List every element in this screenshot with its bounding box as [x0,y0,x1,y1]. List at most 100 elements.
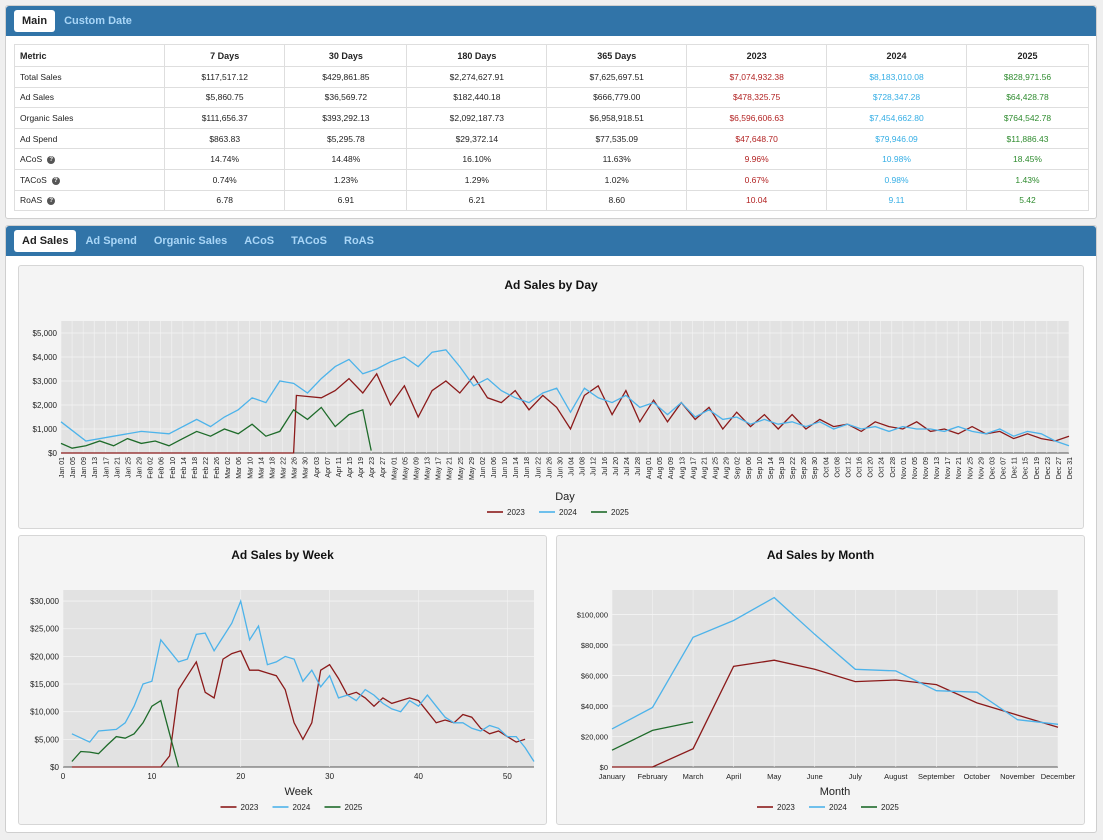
x-tick-label: Jul 12 [591,457,598,476]
tab-tacos[interactable]: TACoS [291,235,327,247]
metric-value-cell: $6,596,606.63 [686,107,828,129]
legend-label: 2025 [611,508,629,517]
tab-roas[interactable]: RoAS [344,235,374,247]
metric-value-cell: $36,569.72 [284,86,408,109]
metric-label: Organic Sales [20,112,74,123]
series-line-2024 [60,349,1070,447]
x-tick-label: Oct 04 [823,457,830,478]
metric-value-cell: $393,292.13 [284,107,408,129]
metric-value-cell: 1.02% [546,168,688,191]
x-tick-label: Sep 18 [779,457,786,479]
table-header-row: Metric 7 Days 30 Days 180 Days 365 Days 2023 2… [14,44,1090,67]
metric-label-cell: Total Sales [14,66,165,88]
x-tick-label: Nov 17 [945,457,952,479]
column-header: 180 Days [406,44,548,67]
metric-value-cell: $8,183,010.08 [826,66,967,88]
table-row: ACoS? 14.74% 14.48% 16.10% 11.63% 9.96% 10.98%… [14,148,1090,170]
column-header: 30 Days [284,44,408,67]
metric-value-cell: $117,517.12 [163,66,286,88]
y-tick-label: $15,000 [30,680,59,689]
weekly-chart: $0 $5,000 $10,000 $15,000 $20,000 $25,000 $30,… [30,590,535,812]
legend-label: 2025 [881,803,899,812]
tab-organic-sales[interactable]: Organic Sales [153,235,228,247]
x-tick-label: Nov 09 [923,457,930,479]
x-tick-label: Sep 02 [735,457,742,479]
x-tick-label: 50 [503,772,512,781]
x-tick-label: May 25 [458,457,465,480]
metric-value-cell: 5.42 [965,189,1090,212]
x-tick-label: Dec 23 [1045,457,1052,479]
tab-acos[interactable]: ACoS [244,235,275,247]
x-tick-label: Apr 03 [314,457,321,478]
x-tick-label: September [918,772,955,781]
metric-value-cell: $764,542.78 [965,107,1090,129]
y-tick-label: $20,000 [30,652,59,661]
x-tick-label: Sep 10 [757,457,764,479]
y-tick-label: $1,000 [33,425,58,434]
x-tick-label: Mar 02 [225,457,232,479]
x-tick-label: May 09 [413,457,420,480]
metric-value-cell: $5,295.78 [284,127,408,150]
x-tick-label: Jun 06 [491,457,498,478]
metric-value-cell: $47,648.70 [686,127,828,150]
x-tick-label: May [767,772,781,781]
plot-area [61,321,1069,453]
x-tick-label: Aug 05 [657,457,664,479]
tab-ad-sales[interactable]: Ad Sales [14,230,77,252]
help-icon[interactable]: ? [47,197,56,206]
x-tick-label: Jun 22 [535,457,542,478]
x-tick-label: Nov 01 [901,457,908,479]
metric-label: ACoS [20,154,43,165]
x-tick-label: May 29 [469,457,476,480]
table-row: Ad Spend $863.83 $5,295.78 $29,372.14 $77,53… [14,127,1090,150]
x-tick-label: Oct 24 [879,457,886,478]
metric-label: RoAS [20,195,43,206]
x-tick-label: Nov 25 [967,457,974,479]
y-tick-label: $5,000 [33,329,58,338]
tab-ad-spend[interactable]: Ad Spend [85,235,137,247]
x-tick-label: May 01 [391,457,398,480]
x-tick-label: Feb 10 [170,457,177,479]
x-tick-label: Feb 26 [214,457,221,479]
help-icon[interactable]: ? [47,155,56,164]
metric-value-cell: 6.91 [284,189,408,212]
x-tick-label: Jul 28 [635,457,642,476]
y-tick-label: $5,000 [35,735,60,744]
metric-value-cell: $7,074,932.38 [686,66,828,88]
tab-custom-date[interactable]: Custom Date [64,15,132,27]
x-tick-label: Oct 12 [845,457,852,478]
metric-value-cell: $2,092,187.73 [406,107,548,129]
metric-label-cell: RoAS? [14,189,165,212]
x-tick-label: Apr 07 [325,457,332,478]
y-tick-label: $10,000 [30,708,59,717]
weekly-chart-card: Ad Sales by Week $0 $5,000 $10,000 $15,000 $… [18,535,547,825]
metric-value-cell: $7,625,697.51 [546,66,688,88]
charts-panel: Ad Sales Ad Spend Organic Sales ACoS TACoS Ro… [5,225,1097,833]
x-tick-label: Nov 13 [934,457,941,479]
metric-value-cell: 14.48% [284,148,408,170]
x-tick-label: Dec 11 [1012,457,1019,479]
legend-label: 2024 [293,803,311,812]
x-tick-label: Jul 08 [580,457,587,476]
help-icon[interactable]: ? [51,176,60,185]
x-tick-label: Sep 30 [812,457,819,479]
tab-main[interactable]: Main [14,10,56,32]
y-tick-label: $25,000 [30,625,59,634]
x-tick-label: Sep 06 [746,457,753,479]
series-line-2025 [71,699,180,768]
metric-label-cell: Ad Spend [14,127,165,150]
column-header: 2023 [686,44,828,67]
summary-panel: Main Custom Date Metric 7 Days 30 Days 180 … [5,5,1097,219]
x-tick-label: Aug 21 [701,457,708,479]
x-tick-label: Jan 01 [59,457,66,478]
x-tick-label: Oct 20 [868,457,875,478]
x-tick-label: Nov 29 [978,457,985,479]
metric-value-cell: 6.21 [406,189,548,212]
daily-chart-card: Ad Sales by Day $0 $1,000 $2,000 $3,000 $4,0… [18,265,1084,529]
x-tick-label: April [726,772,741,781]
metric-value-cell: 1.29% [406,168,548,191]
table-row: RoAS? 6.78 6.91 6.21 8.60 10.04 9.11 5.42 [14,189,1090,212]
table-row: TACoS? 0.74% 1.23% 1.29% 1.02% 0.67% 0.98% 1.43… [14,168,1090,191]
x-tick-label: Nov 05 [912,457,919,479]
monthly-chart-card: Ad Sales by Month $0 $20,000 $40,000 $60,00… [556,535,1085,825]
